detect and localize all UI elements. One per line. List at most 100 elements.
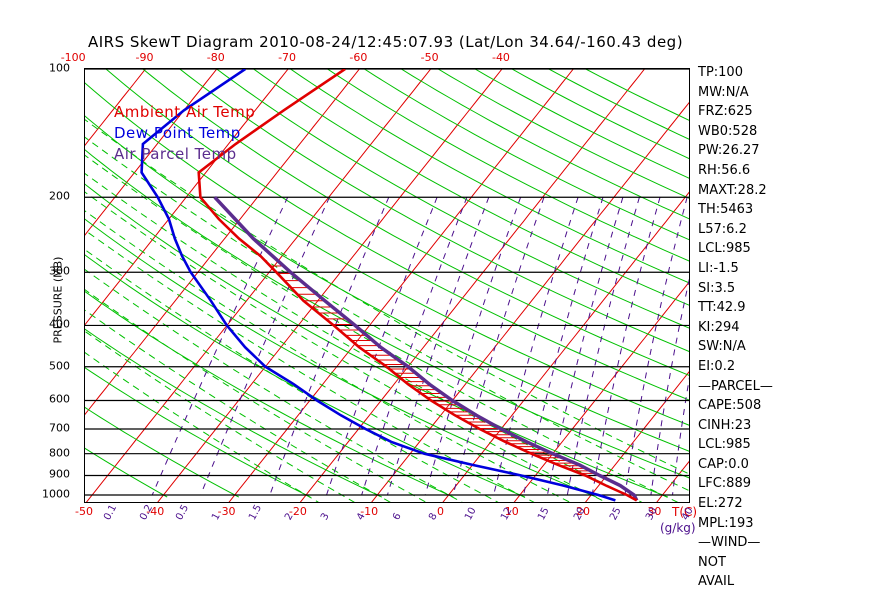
bottom-temp-tick-10: 10: [504, 505, 519, 518]
bottom-temp-tick--40: -40: [146, 505, 165, 518]
parameter-22: EL:272: [698, 496, 743, 512]
dry-adiabat-110: [253, 69, 689, 306]
parameter-26: AVAIL: [698, 574, 735, 590]
pressure-tick-400: 400: [49, 317, 70, 331]
mixing-ratio-line-4: [452, 197, 545, 496]
isotherm-30: [656, 460, 689, 502]
dry-adiabat--30: [85, 406, 240, 498]
ambient-temperature-curve: [197, 69, 638, 502]
parameter-2: FRZ:625: [698, 104, 753, 120]
dry-adiabat-170: [474, 69, 689, 179]
mixing-ratio-axis-label: (g/kg): [660, 521, 696, 535]
top-temp-tick--80: -80: [206, 51, 225, 64]
moist-adiabat-35: [85, 136, 689, 492]
parameter-11: SI:3.5: [698, 280, 736, 296]
parameter-21: LFC:889: [698, 476, 751, 492]
dry-adiabat-100: [216, 69, 689, 329]
moist-adiabat-25: [85, 172, 643, 502]
legend-item-dew-point-temp: Dew Point Temp: [114, 124, 241, 142]
skewt-canvas: [85, 69, 689, 502]
dry-adiabat--20: [85, 367, 311, 498]
dry-adiabat-80: [142, 69, 689, 376]
parameter-25: NOT: [698, 554, 726, 570]
dry-adiabat-190: [548, 69, 689, 140]
dry-adiabat--40: [85, 447, 168, 498]
parameter-16: —PARCEL—: [698, 378, 773, 394]
parameter-4: PW:26.27: [698, 143, 760, 159]
mixing-ratio-line-0.5: [269, 197, 390, 496]
page-title: AIRS SkewT Diagram 2010-08-24/12:45:07.9…: [88, 33, 684, 51]
dry-adiabat-10: [85, 254, 526, 498]
pressure-tick-200: 200: [49, 189, 70, 203]
isotherm-20: [585, 371, 689, 502]
dry-adiabat-150: [401, 69, 689, 220]
dry-adiabat-70: [105, 69, 689, 401]
mixing-ratio-line-0.2: [200, 196, 330, 496]
dewpoint-temperature-curve: [140, 69, 616, 502]
isotherm--90: [85, 69, 146, 146]
moist-adiabat-10: [85, 229, 535, 502]
dry-adiabat-60: [85, 82, 689, 426]
temperature-axis-label: T(C): [672, 505, 698, 519]
dry-adiabat-160: [437, 69, 689, 199]
parameter-13: KI:294: [698, 319, 740, 335]
pressure-tick-600: 600: [49, 392, 70, 406]
skewt-diagram-page: AIRS SkewT Diagram 2010-08-24/12:45:07.9…: [42, 33, 773, 590]
parameter-3: WB0:528: [698, 123, 758, 139]
parameter-8: L57:6.2: [698, 221, 747, 237]
mixing-ratio-line-12: [566, 197, 640, 496]
top-temp-tick--60: -60: [349, 51, 368, 64]
parameter-14: SW:N/A: [698, 339, 746, 355]
bottom-temp-tick--30: -30: [217, 505, 236, 518]
mixing-ratio-tick-15: 15: [535, 505, 552, 523]
moist-adiabat--5: [85, 289, 427, 502]
mixing-ratio-line-6: [493, 197, 579, 496]
isotherm--80: [85, 69, 218, 236]
top-temp-tick--100: -100: [60, 51, 86, 64]
isotherm--60: [85, 69, 360, 416]
parameter-17: CAPE:508: [698, 398, 762, 414]
mixing-ratio-line-20: [624, 197, 688, 496]
moist-adiabat-0: [85, 268, 463, 502]
parameter-0: TP:100: [698, 65, 743, 80]
mixing-ratio-line-2: [386, 197, 490, 496]
mixing-ratio-tick-6: 6: [391, 511, 404, 523]
dry-adiabat-180: [511, 69, 689, 160]
dry-adiabat-130: [327, 69, 689, 262]
mixing-ratio-tick-0.5: 0.5: [174, 502, 192, 523]
dry-adiabat-200: [585, 69, 689, 121]
parameter-10: LI:-1.5: [698, 260, 739, 276]
mixing-ratio-line-15: [591, 197, 661, 496]
bottom-temp-tick--50: -50: [75, 505, 93, 518]
dry-adiabat-30: [85, 183, 669, 498]
mixing-ratio-line-25: [650, 278, 689, 496]
skewt-plot-area: [84, 68, 690, 503]
moist-adiabat--10: [85, 309, 391, 502]
parameter-5: RH:56.6: [698, 162, 751, 178]
pressure-tick-300: 300: [49, 264, 70, 278]
top-temp-tick--40: -40: [491, 51, 510, 64]
mixing-ratio-tick-10: 10: [463, 505, 479, 523]
parameter-12: TT:42.9: [698, 300, 746, 316]
top-temp-tick--70: -70: [278, 51, 297, 64]
pressure-tick-500: 500: [49, 359, 70, 373]
pressure-tick-700: 700: [49, 421, 70, 435]
parameter-18: CINH:23: [698, 417, 752, 433]
dry-adiabat-20: [85, 218, 597, 498]
isotherm--50: [85, 69, 432, 502]
parameter-9: LCL:985: [698, 241, 751, 257]
parameter-24: —WIND—: [698, 535, 761, 551]
moist-adiabat-15: [85, 210, 571, 502]
sounding-parameters-panel: TP:100 MW:N/A FRZ:625 WB0:528 PW:26.27 RH:56.…: [698, 63, 858, 592]
isotherm-0: [442, 191, 689, 502]
mixing-ratio-tick-3: 3: [318, 511, 332, 523]
mixing-ratio-line-1.5: [361, 197, 468, 496]
bottom-temp-tick-0: 0: [436, 505, 444, 518]
parameter-1: MW:N/A: [698, 84, 749, 100]
mixing-ratio-tick-1.5: 1.5: [246, 502, 264, 523]
top-temp-tick--50: -50: [420, 51, 439, 64]
dry-adiabat-90: [179, 69, 689, 352]
mixing-ratio-line-30: [672, 377, 689, 496]
dry-adiabat-0: [85, 291, 454, 498]
isotherm-10: [513, 281, 689, 502]
